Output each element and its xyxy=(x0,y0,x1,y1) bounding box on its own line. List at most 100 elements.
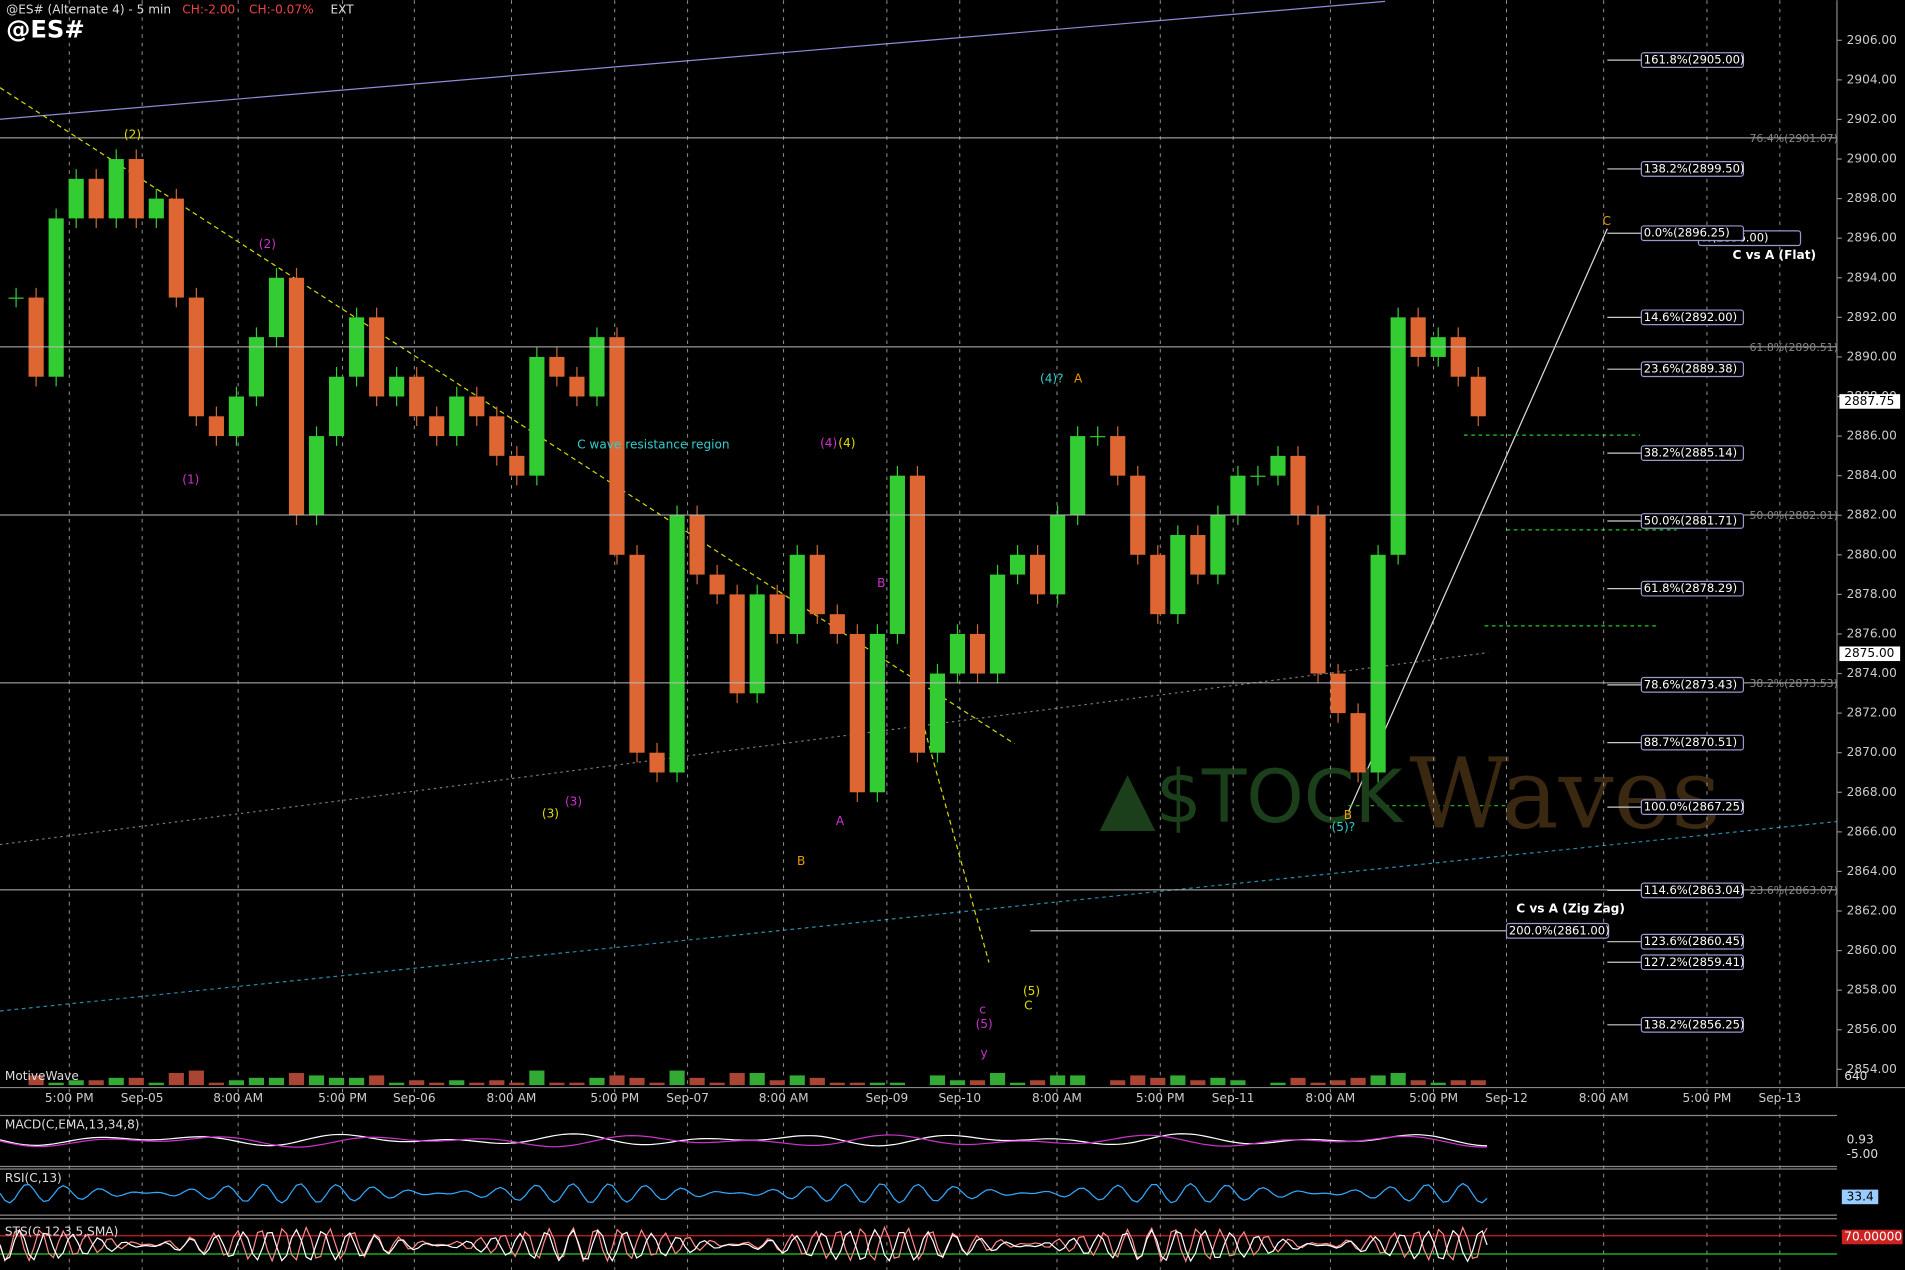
volume-bar xyxy=(1430,1082,1446,1086)
y-tick-label: 2896.00 xyxy=(1847,231,1897,245)
x-tick-label: 8:00 AM xyxy=(759,1091,809,1105)
candle xyxy=(1110,436,1126,476)
candle xyxy=(1350,713,1366,773)
volume-bar xyxy=(449,1080,465,1086)
y-tick-label: 2898.00 xyxy=(1847,191,1897,205)
volume-bar xyxy=(869,1082,885,1086)
x-tick-label: 8:00 AM xyxy=(1305,1091,1355,1105)
fib-box xyxy=(1640,161,1745,177)
wave-label: (5) xyxy=(1023,984,1040,998)
volume-bar xyxy=(969,1080,986,1086)
volume-bar xyxy=(168,1072,184,1086)
fib-label: 50.0%(2882.01) xyxy=(1749,509,1837,522)
volume-bar xyxy=(1370,1075,1386,1086)
fib-label: 61.8%(2890.51) xyxy=(1749,341,1837,354)
volume-bar xyxy=(1470,1080,1486,1086)
candle xyxy=(589,337,605,397)
indicator-tag: 0.93 xyxy=(1847,1132,1874,1146)
candle xyxy=(429,416,445,437)
wave-label: c xyxy=(979,1002,986,1016)
candle xyxy=(28,297,44,377)
wave-label: B xyxy=(797,854,805,868)
volume-bar xyxy=(28,1075,44,1086)
wave-label: (5) xyxy=(976,1017,993,1031)
fib-box xyxy=(1640,445,1745,461)
candle xyxy=(549,356,565,377)
volume-bar xyxy=(389,1082,405,1086)
candle xyxy=(1230,475,1246,516)
candle xyxy=(489,416,505,456)
candle xyxy=(128,159,144,219)
volume-bar xyxy=(1330,1080,1346,1086)
candle xyxy=(969,633,986,674)
candle xyxy=(148,198,164,219)
candle xyxy=(369,317,385,397)
candle xyxy=(869,633,885,793)
fib-box xyxy=(1640,933,1745,950)
fib-label: 114.6%(2863.04) xyxy=(1644,883,1745,897)
candle xyxy=(288,277,305,516)
candle xyxy=(569,376,585,397)
fib-box xyxy=(1640,580,1745,597)
big-symbol: @ES# xyxy=(6,15,85,44)
x-tick-label: Sep-12 xyxy=(1485,1091,1528,1105)
indicator-line xyxy=(0,1225,1488,1263)
fib-label: 78.6%(2873.43) xyxy=(1644,677,1737,691)
volume-bar xyxy=(429,1082,445,1086)
candle xyxy=(989,574,1006,674)
note: C wave resistance region xyxy=(577,437,730,451)
volume-bar xyxy=(929,1075,946,1086)
volume-bar xyxy=(48,1082,64,1086)
candle xyxy=(1290,455,1306,516)
fib-label: 50.0%(2881.71) xyxy=(1644,513,1737,527)
fib-box xyxy=(1640,882,1745,899)
y-tick-label: 2858.00 xyxy=(1847,983,1897,997)
indicator-label: RSI(C,13) xyxy=(5,1171,62,1185)
wave-label: (5)? xyxy=(1332,820,1356,834)
candle xyxy=(749,594,765,694)
fib-box xyxy=(1640,309,1745,326)
volume-bar xyxy=(769,1080,785,1086)
y-tick-label: 2872.00 xyxy=(1847,706,1897,720)
volume-tag: 640 xyxy=(1844,1069,1867,1083)
x-tick-label: Sep-07 xyxy=(666,1091,709,1105)
candle xyxy=(409,376,425,417)
trendlines xyxy=(0,0,1838,1012)
volume-bar xyxy=(228,1080,245,1086)
wave-label: (4) xyxy=(820,436,837,450)
y-tick-label: 2904.00 xyxy=(1847,72,1897,86)
volume-bar xyxy=(68,1080,84,1086)
volume-bar xyxy=(1110,1080,1126,1086)
volume-bar xyxy=(1190,1080,1206,1086)
wave-label: C xyxy=(1602,214,1610,228)
fib-label: 123.6%(2860.45) xyxy=(1644,934,1745,948)
y-tick-label: 2906.00 xyxy=(1847,33,1897,47)
volume-bar xyxy=(1290,1077,1306,1086)
indicator-line xyxy=(0,1228,1488,1263)
candle xyxy=(1030,554,1046,595)
volume-bar xyxy=(809,1077,825,1086)
volume-bar xyxy=(609,1075,625,1086)
wave-label: (4) xyxy=(838,436,855,450)
candle xyxy=(268,277,285,338)
candle xyxy=(168,198,184,298)
candle xyxy=(469,396,485,417)
candle xyxy=(949,633,966,674)
fib-box xyxy=(1640,513,1745,529)
y-tick-label: 2868.00 xyxy=(1847,785,1897,799)
y-tick-label: 2860.00 xyxy=(1847,943,1897,957)
price-tag xyxy=(1839,646,1901,662)
wave-label: B xyxy=(877,576,885,590)
x-tick-label: Sep-09 xyxy=(866,1091,909,1105)
fib-label: 76.4%(2901.07) xyxy=(1749,132,1837,145)
indicator-label: MACD(C,EMA,13,34,8) xyxy=(5,1118,140,1132)
volume-bar xyxy=(1070,1075,1086,1086)
y-tick-label: 2878.00 xyxy=(1847,587,1897,601)
fib-box xyxy=(1640,954,1745,971)
volume-bar xyxy=(1310,1082,1326,1086)
y-tick-label: 2856.00 xyxy=(1847,1022,1897,1036)
fib-label: 88.7%(2870.51) xyxy=(1644,735,1737,749)
symbol: @ES# (Alternate 4) - 5 min xyxy=(6,2,171,16)
volume-bar xyxy=(989,1072,1006,1086)
